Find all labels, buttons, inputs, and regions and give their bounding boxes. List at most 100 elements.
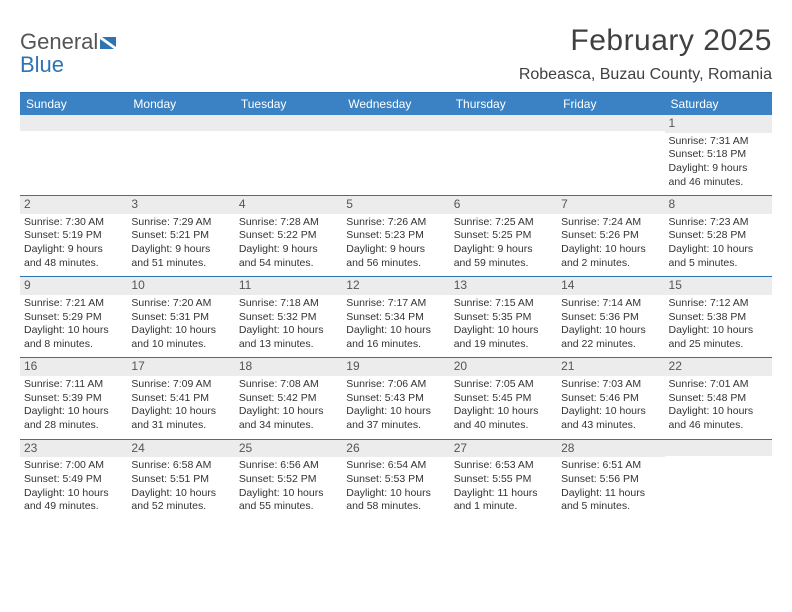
day-number: 24 <box>127 440 234 458</box>
day2-text: and 40 minutes. <box>454 419 553 433</box>
weekday-header: Tuesday <box>235 93 342 115</box>
day-number: 21 <box>557 358 664 376</box>
sunset-text: Sunset: 5:32 PM <box>239 311 338 325</box>
day-number <box>342 115 449 131</box>
sunrise-text: Sunrise: 7:26 AM <box>346 216 445 230</box>
day2-text: and 54 minutes. <box>239 257 338 271</box>
day-cell <box>342 115 449 195</box>
sunset-text: Sunset: 5:35 PM <box>454 311 553 325</box>
day1-text: Daylight: 10 hours <box>24 324 123 338</box>
day2-text: and 5 minutes. <box>561 500 660 514</box>
sunrise-text: Sunrise: 7:01 AM <box>669 378 768 392</box>
day-cell: 21Sunrise: 7:03 AMSunset: 5:46 PMDayligh… <box>557 358 664 438</box>
day1-text: Daylight: 9 hours <box>669 162 768 176</box>
day1-text: Daylight: 10 hours <box>131 324 230 338</box>
sunrise-text: Sunrise: 7:23 AM <box>669 216 768 230</box>
sunset-text: Sunset: 5:38 PM <box>669 311 768 325</box>
day1-text: Daylight: 10 hours <box>346 324 445 338</box>
day2-text: and 8 minutes. <box>24 338 123 352</box>
day2-text: and 22 minutes. <box>561 338 660 352</box>
day-cell: 2Sunrise: 7:30 AMSunset: 5:19 PMDaylight… <box>20 196 127 276</box>
day2-text: and 52 minutes. <box>131 500 230 514</box>
day1-text: Daylight: 10 hours <box>346 405 445 419</box>
day2-text: and 51 minutes. <box>131 257 230 271</box>
day-cell: 24Sunrise: 6:58 AMSunset: 5:51 PMDayligh… <box>127 440 234 520</box>
sunset-text: Sunset: 5:22 PM <box>239 229 338 243</box>
logo-word1: General <box>20 29 98 54</box>
day2-text: and 43 minutes. <box>561 419 660 433</box>
day1-text: Daylight: 10 hours <box>239 324 338 338</box>
sunset-text: Sunset: 5:45 PM <box>454 392 553 406</box>
day-number: 20 <box>450 358 557 376</box>
weekday-header: Sunday <box>20 93 127 115</box>
weekday-header: Thursday <box>450 93 557 115</box>
sunrise-text: Sunrise: 7:03 AM <box>561 378 660 392</box>
day-number: 6 <box>450 196 557 214</box>
day-number: 19 <box>342 358 449 376</box>
sunset-text: Sunset: 5:42 PM <box>239 392 338 406</box>
day1-text: Daylight: 10 hours <box>561 405 660 419</box>
day-cell: 13Sunrise: 7:15 AMSunset: 5:35 PMDayligh… <box>450 277 557 357</box>
day1-text: Daylight: 9 hours <box>454 243 553 257</box>
day-cell: 15Sunrise: 7:12 AMSunset: 5:38 PMDayligh… <box>665 277 772 357</box>
logo-word2: Blue <box>20 52 64 77</box>
day1-text: Daylight: 10 hours <box>131 487 230 501</box>
sunset-text: Sunset: 5:49 PM <box>24 473 123 487</box>
day-cell <box>235 115 342 195</box>
location: Robeasca, Buzau County, Romania <box>519 66 772 84</box>
day2-text: and 13 minutes. <box>239 338 338 352</box>
day-cell: 14Sunrise: 7:14 AMSunset: 5:36 PMDayligh… <box>557 277 664 357</box>
day-number: 27 <box>450 440 557 458</box>
sunrise-text: Sunrise: 7:06 AM <box>346 378 445 392</box>
sunrise-text: Sunrise: 7:00 AM <box>24 459 123 473</box>
day2-text: and 37 minutes. <box>346 419 445 433</box>
day-number <box>450 115 557 131</box>
day-number <box>665 440 772 456</box>
day2-text: and 59 minutes. <box>454 257 553 271</box>
day-cell <box>557 115 664 195</box>
sunrise-text: Sunrise: 6:53 AM <box>454 459 553 473</box>
title-block: February 2025 Robeasca, Buzau County, Ro… <box>519 24 772 90</box>
logo-text: General Blue <box>20 30 122 76</box>
day-number: 22 <box>665 358 772 376</box>
day1-text: Daylight: 10 hours <box>454 405 553 419</box>
logo: General Blue <box>20 24 122 76</box>
day1-text: Daylight: 10 hours <box>669 405 768 419</box>
weekday-header: Wednesday <box>342 93 449 115</box>
day-cell <box>665 440 772 520</box>
sunrise-text: Sunrise: 7:18 AM <box>239 297 338 311</box>
sunset-text: Sunset: 5:29 PM <box>24 311 123 325</box>
day-cell: 7Sunrise: 7:24 AMSunset: 5:26 PMDaylight… <box>557 196 664 276</box>
day-cell: 5Sunrise: 7:26 AMSunset: 5:23 PMDaylight… <box>342 196 449 276</box>
sunset-text: Sunset: 5:18 PM <box>669 148 768 162</box>
sunrise-text: Sunrise: 7:29 AM <box>131 216 230 230</box>
week-row: 2Sunrise: 7:30 AMSunset: 5:19 PMDaylight… <box>20 196 772 277</box>
day-cell: 10Sunrise: 7:20 AMSunset: 5:31 PMDayligh… <box>127 277 234 357</box>
day-number: 1 <box>665 115 772 133</box>
sunrise-text: Sunrise: 7:14 AM <box>561 297 660 311</box>
day-number <box>557 115 664 131</box>
day1-text: Daylight: 10 hours <box>239 405 338 419</box>
day-cell: 23Sunrise: 7:00 AMSunset: 5:49 PMDayligh… <box>20 440 127 520</box>
day-cell: 6Sunrise: 7:25 AMSunset: 5:25 PMDaylight… <box>450 196 557 276</box>
day2-text: and 1 minute. <box>454 500 553 514</box>
day2-text: and 49 minutes. <box>24 500 123 514</box>
weeks-container: 1Sunrise: 7:31 AMSunset: 5:18 PMDaylight… <box>20 115 772 520</box>
day-cell: 4Sunrise: 7:28 AMSunset: 5:22 PMDaylight… <box>235 196 342 276</box>
sunset-text: Sunset: 5:28 PM <box>669 229 768 243</box>
day-cell: 16Sunrise: 7:11 AMSunset: 5:39 PMDayligh… <box>20 358 127 438</box>
day-cell: 18Sunrise: 7:08 AMSunset: 5:42 PMDayligh… <box>235 358 342 438</box>
day2-text: and 31 minutes. <box>131 419 230 433</box>
day-number <box>20 115 127 131</box>
day1-text: Daylight: 9 hours <box>346 243 445 257</box>
sunrise-text: Sunrise: 7:08 AM <box>239 378 338 392</box>
day-cell: 22Sunrise: 7:01 AMSunset: 5:48 PMDayligh… <box>665 358 772 438</box>
day2-text: and 28 minutes. <box>24 419 123 433</box>
day2-text: and 46 minutes. <box>669 419 768 433</box>
day2-text: and 55 minutes. <box>239 500 338 514</box>
sunset-text: Sunset: 5:25 PM <box>454 229 553 243</box>
day-number <box>235 115 342 131</box>
day-cell: 11Sunrise: 7:18 AMSunset: 5:32 PMDayligh… <box>235 277 342 357</box>
day-cell: 27Sunrise: 6:53 AMSunset: 5:55 PMDayligh… <box>450 440 557 520</box>
day-cell: 28Sunrise: 6:51 AMSunset: 5:56 PMDayligh… <box>557 440 664 520</box>
